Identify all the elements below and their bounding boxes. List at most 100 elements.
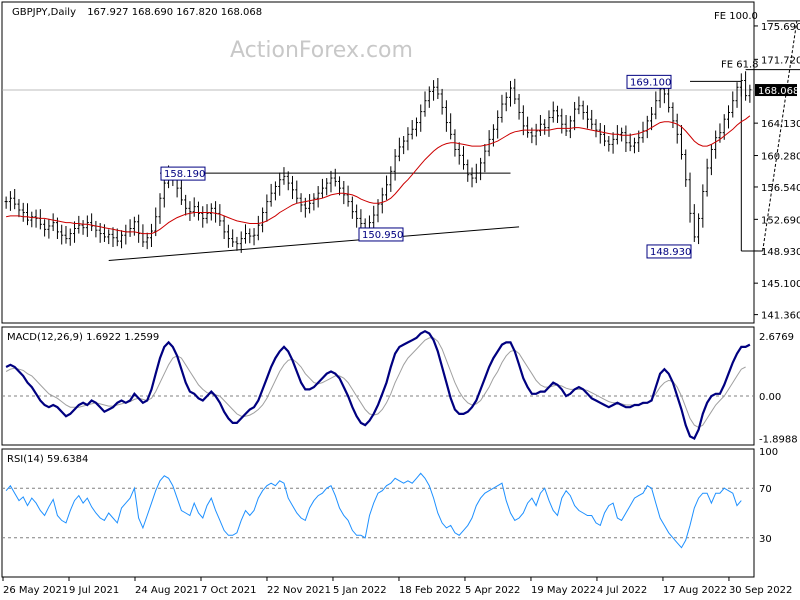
price-bar <box>256 215 260 241</box>
price-bar <box>709 144 713 176</box>
price-bar <box>573 101 577 131</box>
rsi-tick-label: 70 <box>759 484 772 495</box>
x-tick-label: 19 May 2022 <box>531 585 596 596</box>
price-bar <box>414 117 418 137</box>
label-169100: 169.100 <box>626 74 672 89</box>
price-bar <box>145 232 149 250</box>
projection-dashed <box>762 20 798 252</box>
price-bar <box>654 91 658 120</box>
price-bar <box>282 167 286 185</box>
price-bar <box>380 187 384 214</box>
y-tick-label: 156.540 <box>761 183 800 194</box>
price-bar <box>312 193 316 211</box>
price-bar <box>308 194 312 214</box>
price-bar <box>440 88 444 115</box>
price-bar <box>688 172 692 223</box>
price-bar <box>517 93 521 120</box>
price-bar <box>427 86 431 108</box>
price-bar <box>496 110 500 139</box>
price-bar <box>692 204 696 242</box>
macd-panel-frame <box>1 326 755 446</box>
y-tick-label: 160.280 <box>761 152 800 163</box>
price-bar <box>68 228 72 246</box>
price-y-axis: 175.690 171.720 168.068 164.130 160.280 156.5… <box>754 22 800 322</box>
price-bar <box>158 193 162 224</box>
price-bar <box>624 125 628 152</box>
price-bar <box>611 132 615 154</box>
price-bar <box>21 202 25 222</box>
price-bar <box>85 215 89 237</box>
y-tick-label: 141.360 <box>761 311 800 322</box>
price-bar <box>726 105 730 129</box>
price-bar <box>423 91 427 117</box>
price-bar <box>372 205 376 228</box>
price-bar <box>329 170 333 193</box>
price-bar <box>295 180 299 204</box>
price-bar <box>436 77 440 100</box>
price-bar <box>346 185 350 207</box>
rsi-panel-frame <box>1 448 755 578</box>
price-bar <box>188 201 192 221</box>
price-title: GBPJPY,Daily 167.927 168.690 167.820 168… <box>12 7 262 18</box>
price-bar <box>748 84 752 103</box>
macd-tick-label: 2.6769 <box>759 332 794 343</box>
price-bar <box>564 114 568 137</box>
x-tick-label: 9 Jul 2021 <box>69 585 119 596</box>
price-bar <box>291 175 295 200</box>
price-bar <box>132 216 136 236</box>
price-bar <box>560 108 564 134</box>
price-bar <box>222 215 226 240</box>
price-bar <box>432 80 436 101</box>
price-bar <box>406 127 410 151</box>
price-bar <box>551 101 555 123</box>
price-bar <box>671 102 675 129</box>
price-bar <box>201 206 205 228</box>
x-tick-label: 5 Jan 2022 <box>333 585 387 596</box>
price-bar <box>338 176 342 196</box>
price-bar <box>8 191 12 211</box>
x-tick-label: 26 May 2021 <box>3 585 68 596</box>
price-bar <box>714 130 718 159</box>
price-bar <box>620 127 624 142</box>
price-bar <box>4 196 8 209</box>
price-bar <box>316 186 320 208</box>
price-bar <box>235 236 239 251</box>
price-bar <box>402 136 406 155</box>
price-bar <box>184 194 188 216</box>
price-bar <box>64 225 68 244</box>
price-bar <box>26 203 30 226</box>
rsi-line <box>5 472 742 549</box>
price-bar <box>196 201 200 221</box>
price-bar <box>273 181 277 201</box>
price-bar <box>410 120 414 140</box>
moving-average-line <box>6 115 751 235</box>
price-bar <box>243 224 247 244</box>
y-tick-label: 164.130 <box>761 119 800 130</box>
price-bar <box>73 221 77 243</box>
rsi-y-axis: 100 70 30 <box>759 447 778 545</box>
macd-y-axis: 2.6769 0.00 -1.8988 <box>759 332 798 445</box>
price-bar <box>577 96 581 115</box>
price-bar <box>355 204 359 228</box>
price-bar <box>179 178 183 205</box>
price-bar <box>581 100 585 120</box>
price-bar <box>509 80 513 107</box>
price-bar <box>389 166 393 192</box>
label-fe-100: FE 100.0 <box>714 11 758 22</box>
price-bar <box>115 228 119 247</box>
macd-line <box>5 329 751 440</box>
price-bar <box>675 113 679 144</box>
price-bar <box>286 171 290 191</box>
price-bar <box>679 125 683 160</box>
y-tick-label: 175.690 <box>761 22 800 33</box>
svg-text:158.190: 158.190 <box>164 169 205 180</box>
price-bar <box>556 105 560 123</box>
label-150950: 150.950 <box>358 227 404 242</box>
price-bar <box>359 209 363 229</box>
label-fe-61: FE 61.8 <box>721 60 759 71</box>
price-bar <box>632 137 636 154</box>
price-bar <box>47 218 51 239</box>
price-bar <box>137 214 141 243</box>
x-tick-label: 30 Sep 2022 <box>729 585 792 596</box>
price-bar <box>650 107 654 131</box>
